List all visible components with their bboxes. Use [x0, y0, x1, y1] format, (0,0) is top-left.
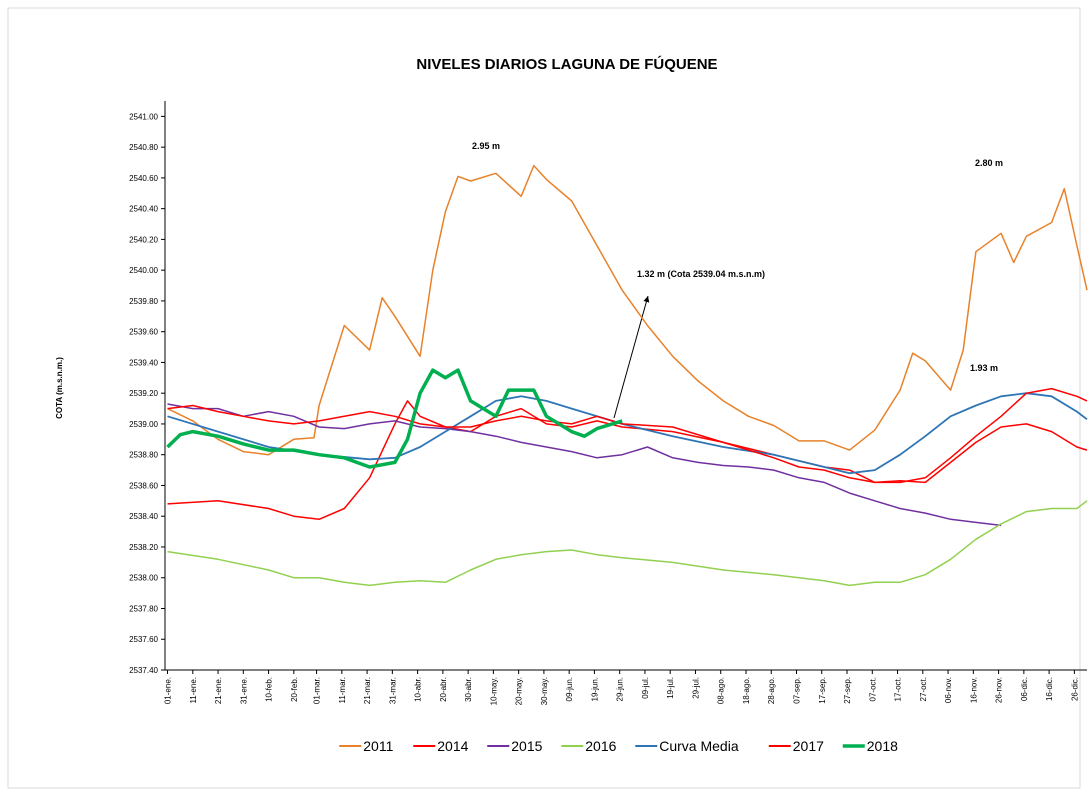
x-tick-label: 16-nov.	[969, 677, 978, 703]
x-tick-label: 01-ene.	[164, 677, 173, 704]
x-tick-label: 20-may.	[515, 677, 524, 705]
legend-label: 2015	[511, 738, 542, 754]
x-tick-label: 20-feb.	[290, 677, 299, 702]
chart-title: NIVELES DIARIOS LAGUNA DE FÚQUENE	[416, 55, 717, 73]
legend-label: 2014	[437, 738, 468, 754]
x-tick-label: 30-may.	[540, 677, 549, 705]
x-tick-label: 01-mar.	[313, 677, 322, 704]
x-tick-label: 06-dic.	[1020, 677, 1029, 701]
x-tick-label: 16-dic.	[1045, 677, 1054, 701]
x-tick-label: 17-sep.	[818, 677, 827, 704]
legend-label: 2011	[363, 738, 393, 754]
legend-label: 2018	[867, 738, 898, 754]
y-tick-label: 2540.00	[129, 266, 158, 275]
x-tick-label: 27-sep.	[843, 677, 852, 704]
x-tick-label: 10-abr.	[414, 677, 423, 702]
y-tick-label: 2539.40	[129, 358, 158, 367]
series-line	[167, 400, 1088, 521]
series-line	[167, 403, 1002, 527]
y-tick-label: 2538.20	[129, 543, 158, 552]
y-tick-label: 2539.80	[129, 297, 158, 306]
legend-label: 2016	[585, 738, 616, 754]
x-tick-label: 31-ene.	[239, 677, 248, 704]
y-axis-label: COTA (m.s.n.m.)	[55, 357, 64, 419]
annotation-arrow	[613, 295, 650, 419]
series-line	[167, 164, 1088, 456]
x-tick-label: 11-mar.	[338, 677, 347, 704]
y-tick-label: 2540.40	[129, 205, 158, 214]
y-tick-label: 2537.60	[129, 635, 158, 644]
annotation: 1.32 m (Cota 2539.04 m.s.n.m)	[637, 269, 765, 279]
x-tick-label: 29-jun.	[616, 677, 625, 701]
annotation: 1.93 m	[970, 363, 998, 373]
y-tick-label: 2541.00	[129, 112, 158, 121]
series-line	[166, 368, 623, 469]
y-tick-label: 2538.40	[129, 512, 158, 521]
x-tick-label: 10-feb.	[265, 677, 274, 702]
series-line	[167, 392, 1088, 475]
x-tick-label: 06-nov.	[944, 677, 953, 703]
x-tick-label: 20-abr.	[439, 677, 448, 702]
x-tick-label: 29-jul.	[691, 677, 700, 699]
x-tick-label: 31-mar.	[388, 677, 397, 704]
y-tick-label: 2537.80	[129, 604, 158, 613]
x-tick-label: 08-ago.	[717, 677, 726, 704]
x-tick-label: 21-mar.	[363, 677, 372, 704]
y-tick-label: 2538.00	[129, 574, 158, 583]
y-tick-label: 2538.60	[129, 481, 158, 490]
legend-label: Curva Media	[659, 738, 739, 754]
x-tick-label: 21-ene.	[214, 677, 223, 704]
series-line	[167, 387, 1088, 484]
x-tick-label: 19-jun.	[590, 677, 599, 701]
x-tick-label: 28-ago.	[767, 677, 776, 704]
x-tick-label: 11-ene.	[189, 677, 198, 704]
annotation: 2.80 m	[975, 158, 1003, 168]
y-tick-label: 2539.60	[129, 328, 158, 337]
annotation: 2.95 m	[472, 141, 500, 151]
x-tick-label: 27-oct.	[919, 677, 928, 701]
x-tick-label: 26-nov.	[995, 677, 1004, 703]
x-tick-label: 30-abr.	[464, 677, 473, 702]
y-tick-label: 2540.80	[129, 143, 158, 152]
x-tick-label: 19-jul.	[666, 677, 675, 699]
y-tick-label: 2538.80	[129, 451, 158, 460]
y-tick-label: 2539.20	[129, 389, 158, 398]
x-tick-label: 10-may.	[489, 677, 498, 705]
x-tick-label: 09-jun.	[565, 677, 574, 701]
x-tick-label: 07-sep.	[793, 677, 802, 704]
frame	[7, 7, 1081, 789]
y-tick-label: 2537.40	[129, 666, 158, 675]
x-tick-label: 26-dic.	[1070, 677, 1079, 701]
x-tick-label: 07-oct.	[868, 677, 877, 701]
x-tick-label: 09-jul.	[641, 677, 650, 699]
x-tick-label: 17-oct.	[894, 677, 903, 701]
y-tick-label: 2539.00	[129, 420, 158, 429]
series-line	[167, 500, 1088, 587]
y-tick-label: 2540.20	[129, 235, 158, 244]
x-tick-label: 18-ago.	[742, 677, 751, 704]
y-tick-label: 2540.60	[129, 174, 158, 183]
legend-label: 2017	[793, 738, 824, 754]
